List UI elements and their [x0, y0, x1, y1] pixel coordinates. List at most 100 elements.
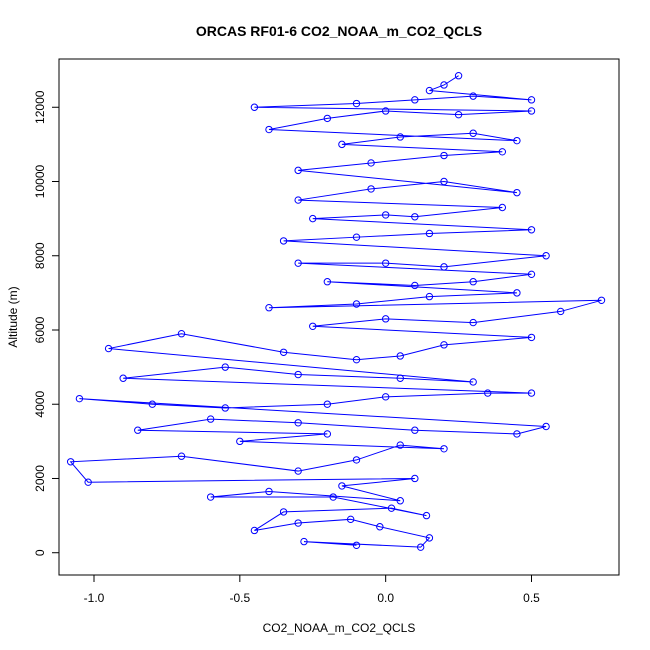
data-point — [75, 394, 84, 403]
data-point — [381, 107, 390, 115]
data-point — [134, 426, 142, 434]
data-point — [469, 318, 477, 327]
data-point — [177, 330, 186, 338]
data-point — [440, 445, 448, 453]
data-point — [381, 259, 390, 267]
data-point — [416, 543, 425, 551]
data-point — [513, 136, 521, 145]
data-point — [527, 226, 536, 234]
data-point — [352, 355, 361, 364]
data-point — [527, 389, 536, 397]
data-point — [396, 352, 404, 360]
data-point — [597, 296, 606, 304]
data-point — [381, 393, 390, 401]
data-point — [323, 278, 332, 286]
data-point — [352, 456, 361, 464]
data-point — [425, 292, 434, 301]
y-axis: 0 2000 4000 6000 8000 10000 12000 — [33, 90, 60, 556]
data-point — [294, 419, 302, 427]
data-point — [527, 107, 536, 115]
x-tick-label: -1.0 — [84, 591, 105, 605]
data-point — [265, 304, 273, 312]
data-point — [346, 515, 355, 524]
data-point — [411, 96, 419, 104]
data-point — [469, 278, 477, 286]
data-point — [440, 341, 448, 349]
data-point — [352, 99, 361, 108]
data-point — [440, 177, 448, 186]
data-point — [338, 482, 346, 490]
data-point — [527, 270, 536, 279]
data-point — [440, 263, 448, 271]
y-tick-label: 10000 — [33, 164, 47, 198]
x-tick-label: -0.5 — [229, 591, 250, 605]
data-point — [513, 188, 521, 197]
x-axis: -1.0 -0.5 0.0 0.5 — [84, 574, 540, 605]
y-tick-label: 4000 — [33, 391, 47, 418]
data-point — [367, 185, 375, 193]
data-point — [527, 333, 536, 342]
data-point — [376, 523, 384, 531]
data-point — [542, 422, 550, 431]
data-point — [323, 430, 332, 438]
data-point — [527, 96, 536, 104]
data-point — [119, 374, 127, 382]
data-point — [454, 72, 463, 80]
data-point — [104, 344, 113, 353]
data-point — [294, 259, 302, 267]
data-point — [425, 229, 434, 238]
data-point — [411, 281, 419, 290]
data-point — [440, 81, 448, 89]
data-point — [367, 159, 375, 167]
x-axis-label: CO2_NOAA_m_CO2_QCLS — [263, 621, 416, 635]
y-tick-label: 6000 — [33, 316, 47, 343]
data-point — [396, 497, 404, 505]
data-point — [396, 441, 404, 449]
data-point — [279, 508, 288, 516]
data-point — [250, 103, 259, 111]
data-point — [381, 315, 390, 323]
data-point — [236, 437, 244, 446]
data-point — [411, 426, 419, 434]
data-point — [221, 404, 229, 412]
x-tick-label: 0.5 — [523, 591, 540, 605]
data-point — [425, 534, 434, 542]
data-point — [221, 363, 229, 371]
y-tick-label: 8000 — [33, 242, 47, 269]
chart-title: ORCAS RF01-6 CO2_NOAA_m_CO2_QCLS — [196, 23, 482, 39]
series-line — [69, 75, 602, 548]
x-tick-label: 0.0 — [377, 591, 394, 605]
data-point — [396, 374, 404, 382]
data-point — [294, 370, 302, 379]
data-point — [498, 203, 507, 212]
data-point — [206, 493, 215, 501]
data-point — [323, 400, 332, 408]
y-tick-label: 0 — [33, 549, 47, 556]
data-point — [329, 493, 337, 501]
data-point — [206, 415, 215, 423]
data-point — [352, 300, 361, 308]
data-point — [454, 110, 463, 119]
data-point — [309, 322, 317, 330]
data-point — [352, 541, 361, 550]
data-point — [177, 452, 186, 460]
y-tick-label: 2000 — [33, 465, 47, 492]
data-point — [396, 133, 404, 141]
data-point — [513, 289, 521, 297]
data-point — [66, 458, 75, 466]
series-layer — [66, 72, 606, 551]
data-point — [381, 211, 390, 219]
y-tick-label: 12000 — [33, 90, 47, 124]
data-point — [294, 519, 302, 527]
plot-frame — [58, 58, 620, 576]
data-point — [148, 400, 157, 408]
data-point — [352, 233, 361, 241]
data-point — [425, 86, 434, 95]
data-point — [542, 252, 550, 260]
data-point — [309, 214, 317, 223]
data-point — [411, 213, 419, 221]
data-point — [513, 430, 521, 438]
data-point — [294, 166, 302, 175]
